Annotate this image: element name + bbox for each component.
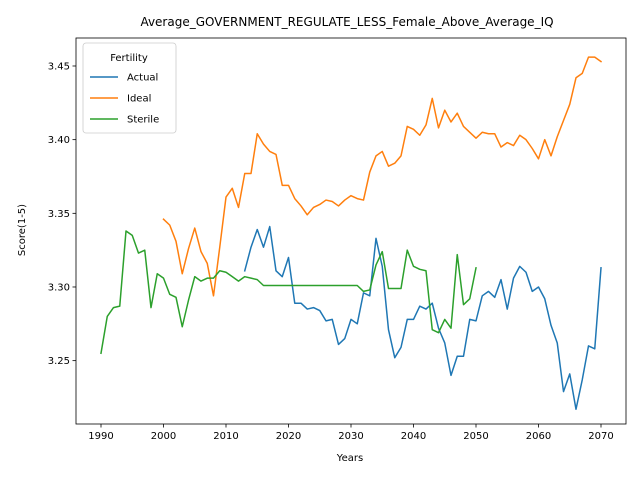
x-tick-label: 2030 bbox=[338, 431, 363, 442]
chart-title: Average_GOVERNMENT_REGULATE_LESS_Female_… bbox=[140, 15, 553, 29]
x-tick-label: 2000 bbox=[151, 431, 176, 442]
plot-frame bbox=[75, 37, 627, 425]
legend-label-actual: Actual bbox=[127, 73, 158, 84]
y-tick-label: 3.40 bbox=[48, 135, 70, 146]
y-axis: 3.25 3.30 3.35 3.40 3.45 bbox=[48, 61, 76, 367]
legend-entries: Actual Ideal Sterile bbox=[90, 73, 159, 126]
legend-box bbox=[82, 42, 177, 134]
series-line-ideal bbox=[162, 56, 603, 297]
x-tick-label: 2060 bbox=[526, 431, 551, 442]
x-tick-label: 1990 bbox=[88, 431, 113, 442]
x-axis-label: Years bbox=[336, 453, 363, 464]
legend-title: Fertility bbox=[110, 53, 148, 64]
y-tick-label: 3.45 bbox=[48, 61, 70, 72]
x-tick-label: 2040 bbox=[401, 431, 426, 442]
y-tick-label: 3.35 bbox=[48, 209, 70, 220]
series-line-sterile bbox=[100, 230, 477, 355]
plot-area bbox=[100, 56, 603, 411]
series-line-actual bbox=[243, 225, 602, 411]
x-axis: 1990 2000 2010 2020 2030 2040 2050 2060 2070 bbox=[88, 424, 614, 442]
x-tick-label: 2020 bbox=[276, 431, 301, 442]
legend-label-ideal: Ideal bbox=[127, 94, 151, 105]
y-tick-label: 3.25 bbox=[48, 356, 70, 367]
legend: Fertility Actual Ideal Sterile bbox=[82, 42, 177, 134]
legend-label-sterile: Sterile bbox=[127, 115, 159, 126]
x-tick-label: 2010 bbox=[213, 431, 238, 442]
y-tick-label: 3.30 bbox=[48, 282, 70, 293]
x-tick-label: 2070 bbox=[588, 431, 613, 442]
x-tick-label: 2050 bbox=[463, 431, 488, 442]
y-axis-label: Score(1-5) bbox=[17, 204, 28, 256]
